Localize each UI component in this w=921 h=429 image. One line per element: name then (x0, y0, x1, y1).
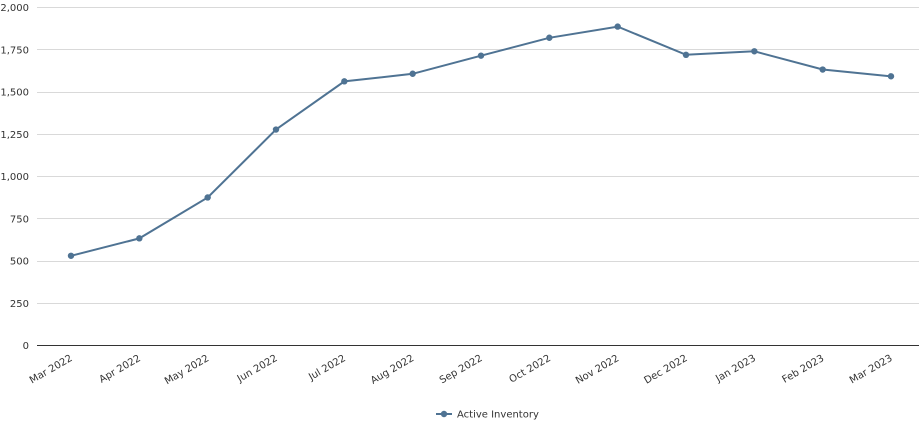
data-point[interactable] (67, 252, 75, 259)
x-tick-label: Mar 2022 (28, 353, 75, 386)
y-tick-label: 0 (23, 341, 29, 352)
series-line-active-inventory[interactable] (70, 25, 892, 257)
grid-lines (37, 7, 919, 304)
legend-swatch-marker (440, 410, 448, 418)
x-axis: Mar 2022 Apr 2022 May 2022 Jun 2022 Jul 2022… (28, 345, 919, 387)
data-point[interactable] (204, 194, 211, 201)
data-point[interactable] (682, 51, 690, 59)
x-tick-label: Jan 2023 (713, 353, 758, 385)
x-tick-label: Jul 2022 (306, 353, 348, 383)
data-point[interactable] (409, 70, 416, 77)
data-point[interactable] (546, 34, 553, 41)
x-tick-label: Apr 2022 (98, 353, 143, 385)
data-point[interactable] (341, 78, 348, 85)
data-point[interactable] (272, 126, 280, 133)
x-tick-label: Oct 2022 (508, 353, 553, 385)
data-point[interactable] (477, 52, 485, 59)
x-tick-label: Sep 2022 (438, 353, 485, 386)
y-tick-label: 750 (10, 214, 29, 225)
y-tick-label: 500 (10, 257, 29, 268)
y-tick-label: 1,000 (0, 172, 29, 183)
data-point[interactable] (614, 23, 621, 30)
y-tick-label: 1,750 (0, 45, 29, 56)
x-tick-label: Nov 2022 (574, 353, 621, 387)
x-tick-label: May 2022 (163, 353, 211, 387)
y-axis: 0 250 500 750 1,000 1,250 1,500 1,750 2,000 (0, 3, 29, 352)
legend[interactable]: Active Inventory (436, 410, 539, 421)
y-tick-label: 250 (10, 299, 29, 310)
y-tick-label: 1,250 (0, 130, 29, 141)
x-tick-label: Mar 2023 (848, 353, 895, 386)
y-tick-label: 2,000 (0, 3, 29, 14)
data-point[interactable] (751, 48, 758, 55)
legend-label: Active Inventory (457, 410, 539, 421)
data-point[interactable] (819, 66, 826, 73)
x-tick-label: Feb 2023 (781, 353, 827, 386)
x-tick-label: Dec 2022 (642, 353, 689, 387)
x-tick-label: Aug 2022 (369, 353, 416, 387)
data-point[interactable] (887, 73, 895, 80)
data-point[interactable] (136, 235, 143, 242)
series-layer (67, 23, 895, 259)
y-tick-label: 1,500 (0, 88, 29, 99)
x-tick-label: Jun 2022 (235, 353, 280, 385)
